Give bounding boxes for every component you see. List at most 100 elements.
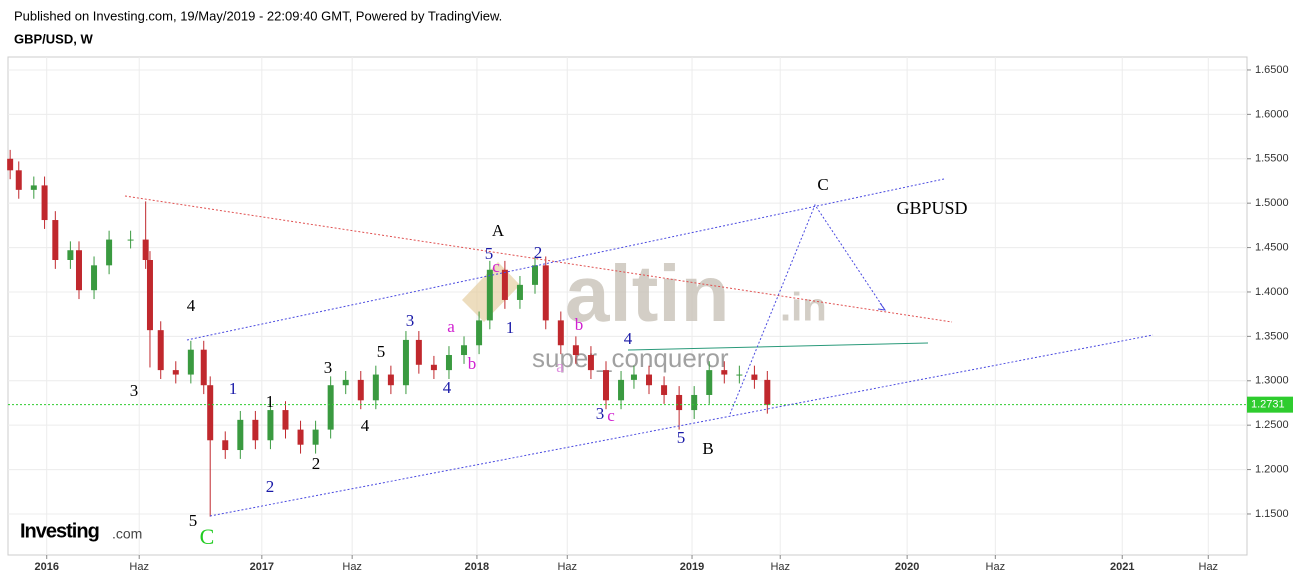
wave-label: 5 — [377, 342, 386, 361]
y-tick-label: 1.3500 — [1255, 330, 1289, 342]
x-tick-label: Haz — [986, 561, 1006, 573]
candle-body — [267, 410, 274, 441]
candle-body — [52, 220, 59, 261]
candle-body — [415, 339, 422, 365]
wave-label: 2 — [534, 243, 543, 262]
candle-body — [557, 320, 564, 346]
y-tick-label: 1.4000 — [1255, 286, 1289, 298]
candle-body — [516, 284, 523, 300]
wave-label: GBPUSD — [896, 198, 967, 218]
plot: 1.2731 — [7, 149, 1293, 517]
wave-label: 3 — [406, 311, 415, 330]
candle-body — [445, 355, 452, 371]
wave-label: 4 — [443, 378, 452, 397]
candle-body — [461, 345, 468, 356]
logo: Investing — [20, 520, 99, 542]
wave-label: 4 — [361, 416, 370, 435]
y-tick-label: 1.1500 — [1255, 508, 1289, 520]
wave-label: a — [556, 357, 564, 376]
y-tick-label: 1.2500 — [1255, 419, 1289, 431]
candle-body — [542, 265, 549, 321]
candle-body — [75, 250, 82, 291]
candle-body — [486, 269, 493, 321]
y-tick-label: 1.6500 — [1255, 64, 1289, 76]
wave-label: 2 — [312, 454, 321, 473]
candle-body — [146, 260, 153, 331]
last-price-box — [1247, 396, 1293, 413]
candle-body — [127, 239, 134, 241]
candle-body — [630, 374, 637, 380]
y-tick-label: 1.3000 — [1255, 375, 1289, 387]
wave-label: 1 — [506, 318, 515, 337]
wave-label: b — [468, 354, 477, 373]
y-tick-label: 1.5500 — [1255, 153, 1289, 165]
y-tick-label: 1.4500 — [1255, 241, 1289, 253]
candle-body — [207, 385, 214, 441]
candle-body — [501, 269, 508, 300]
candle-body — [691, 394, 698, 411]
published-note: Published on Investing.com, 19/May/2019 … — [14, 8, 502, 23]
trend-lines — [124, 178, 1154, 517]
wave-label: 3 — [130, 381, 139, 400]
candle-body — [706, 370, 713, 395]
candle-body — [237, 419, 244, 451]
last-price-label: 1.2731 — [1251, 399, 1285, 411]
y-tick-label: 1.5000 — [1255, 197, 1289, 209]
candle-body — [402, 339, 409, 386]
candle-body — [312, 429, 319, 445]
candle-body — [430, 364, 437, 371]
x-tick-label: Haz — [770, 561, 790, 573]
candle-body — [602, 370, 609, 401]
wave-label: c — [607, 406, 615, 425]
arrow-head — [877, 302, 887, 311]
candle-body — [646, 374, 653, 386]
wave-label: 3 — [324, 358, 333, 377]
y-tick-label: 1.6000 — [1255, 108, 1289, 120]
x-tick-label: 2021 — [1110, 561, 1134, 573]
candle-body — [372, 374, 379, 401]
candle-body — [721, 370, 728, 375]
wave-label: 1 — [229, 379, 238, 398]
x-tick-label: 2016 — [34, 561, 58, 573]
x-tick-label: Haz — [129, 561, 149, 573]
trend-line — [209, 334, 1154, 517]
wave-label: a — [447, 317, 455, 336]
x-tick-label: Haz — [1199, 561, 1219, 573]
wave-label: c — [492, 257, 500, 276]
wave-label: 4 — [187, 296, 196, 315]
wave-label: 2 — [266, 477, 275, 496]
candle-body — [30, 185, 37, 190]
candle-body — [587, 355, 594, 371]
x-tick-label: Haz — [342, 561, 362, 573]
projection-path — [729, 203, 886, 415]
watermark: altin — [565, 249, 729, 338]
candle-body — [7, 158, 14, 171]
candle-body — [142, 239, 149, 261]
x-tick-label: 2018 — [465, 561, 489, 573]
candle-body — [157, 330, 164, 371]
candle-body — [618, 379, 625, 401]
wave-label: b — [575, 315, 584, 334]
candle-body — [252, 419, 259, 441]
wave-label: A — [492, 221, 505, 240]
candle-body — [297, 429, 304, 445]
x-tick-label: 2017 — [250, 561, 274, 573]
wave-label: 3 — [596, 404, 605, 423]
wave-label: 5 — [677, 428, 686, 447]
candle-body — [172, 370, 179, 375]
wave-label: 4 — [624, 329, 633, 348]
wave-label: B — [702, 439, 713, 458]
watermark-suffix: .in — [780, 286, 827, 330]
candle-body — [476, 320, 483, 346]
candle-body — [764, 379, 771, 405]
candle-body — [282, 410, 289, 430]
plot-frame — [7, 56, 1248, 556]
candle-body — [676, 394, 683, 411]
candle-body — [751, 374, 758, 380]
candle-body — [41, 185, 48, 221]
trend-line — [186, 178, 945, 341]
candle-body — [357, 379, 364, 401]
candle-body — [106, 239, 113, 266]
